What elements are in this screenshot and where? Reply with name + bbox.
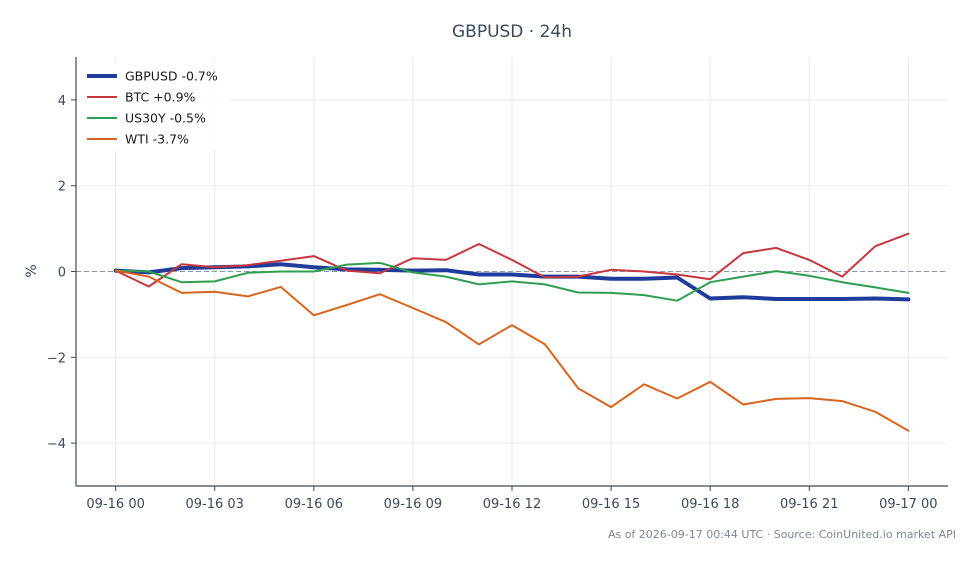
series-line-2: [114, 261, 910, 302]
y-tick-label-2: 0: [58, 266, 66, 281]
y-tick-label-0: 4: [58, 94, 66, 109]
y-tick-label-3: −2: [47, 351, 66, 366]
legend: GBPUSD -0.7% BTC +0.9% US30Y -0.5% WTI -3.7…: [80, 62, 230, 150]
legend-label-1: BTC +0.9%: [125, 90, 196, 105]
series-line-0: [113, 262, 911, 302]
x-tick-label-7: 09-16 21: [780, 497, 838, 512]
footer-source: As of 2026-09-17 00:44 UTC · Source: Coi…: [608, 528, 956, 541]
chart-title: GBPUSD · 24h: [452, 22, 572, 42]
x-tick-label-8: 09-17 00: [879, 497, 937, 512]
y-axis-label: %: [24, 264, 40, 277]
series-line-1: [114, 232, 910, 288]
x-tick-label-6: 09-16 18: [681, 497, 739, 512]
tick-labels: 4 2 0 −2 −4 09-16 00 09-16 03 09-16 06 09-16 09 0…: [47, 94, 938, 512]
y-tick-label-4: −4: [47, 437, 66, 452]
x-tick-label-3: 09-16 09: [384, 497, 442, 512]
legend-label-3: WTI -3.7%: [125, 132, 189, 147]
legend-label-0: GBPUSD -0.7%: [125, 69, 218, 84]
x-tick-label-1: 09-16 03: [186, 497, 244, 512]
series-line-3: [114, 269, 910, 432]
x-tick-label-4: 09-16 12: [483, 497, 541, 512]
legend-label-2: US30Y -0.5%: [125, 111, 206, 126]
x-tick-label-5: 09-16 15: [582, 497, 640, 512]
x-tick-label-2: 09-16 06: [285, 497, 343, 512]
x-tick-label-0: 09-16 00: [86, 497, 144, 512]
y-tick-label-1: 2: [58, 180, 66, 195]
series-layer: [113, 232, 911, 432]
